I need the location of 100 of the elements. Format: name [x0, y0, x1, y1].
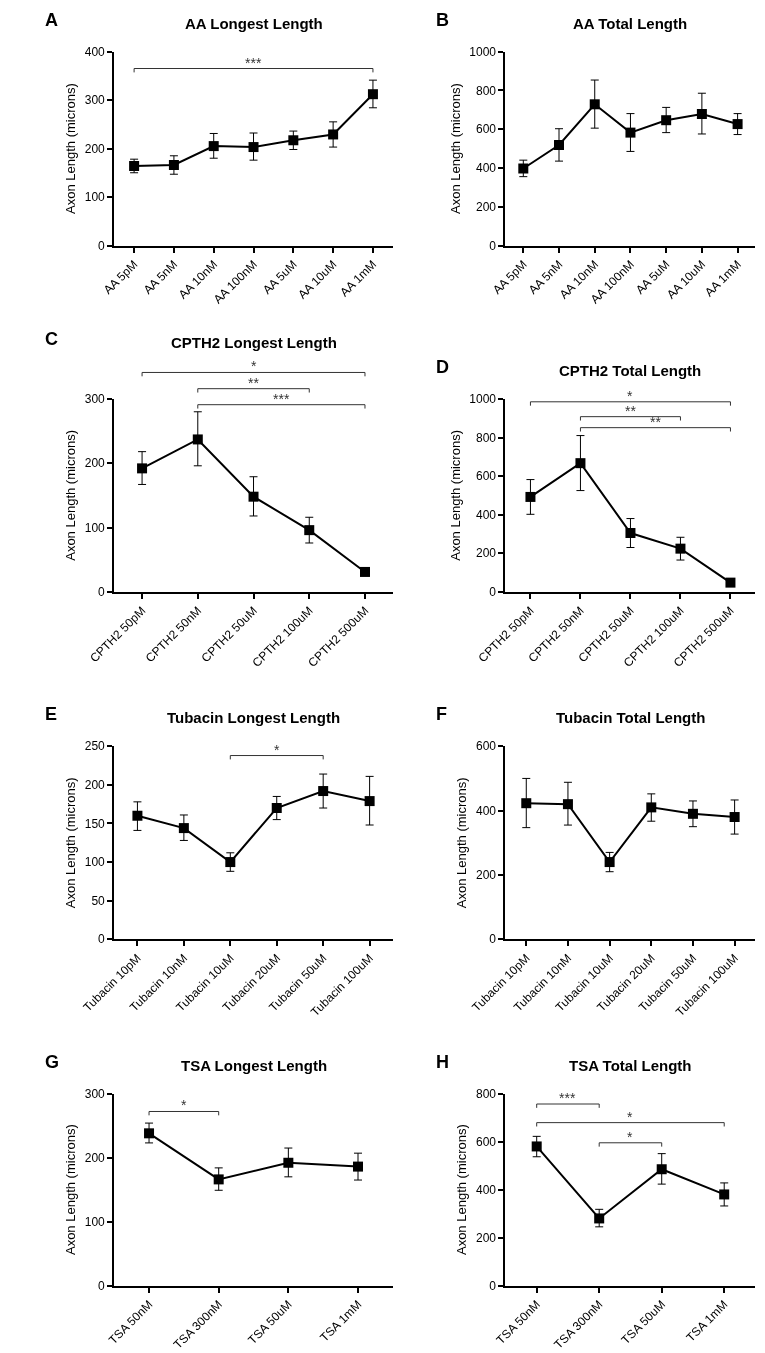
- point: [248, 142, 259, 153]
- y-tick-label: 600: [476, 1134, 497, 1149]
- point: [168, 160, 179, 170]
- y-tick-label: 400: [84, 44, 106, 59]
- y-tick-label: 0: [489, 1278, 497, 1293]
- y-axis-title: Axon Length (microns): [454, 777, 470, 909]
- y-tick-label: 250: [84, 739, 106, 754]
- point: [271, 803, 282, 814]
- text: H: [436, 1052, 449, 1072]
- y-tick-label: 0: [98, 932, 106, 947]
- chart-title: CPTH2 Longest Length: [171, 334, 337, 351]
- chart-title: TSA Longest Length: [181, 1057, 328, 1074]
- y-tick-label: 400: [476, 803, 497, 818]
- point: [725, 577, 736, 588]
- y-tick-label: 400: [476, 161, 497, 176]
- y-tick-label: 300: [84, 1086, 106, 1101]
- y-tick-label: 50: [91, 893, 106, 908]
- point: [525, 491, 536, 502]
- annotation: *: [181, 1097, 187, 1113]
- y-tick-label: 150: [84, 816, 106, 831]
- point: [178, 823, 189, 834]
- chart-title: CPTH2 Total Length: [559, 362, 702, 379]
- y-tick-label: 600: [476, 122, 497, 137]
- annotation: *: [274, 742, 280, 758]
- y-tick-label: 800: [476, 1086, 497, 1101]
- y-tick-label: 0: [98, 1278, 106, 1293]
- point: [594, 1213, 605, 1224]
- point: [575, 458, 586, 469]
- point: [675, 543, 686, 554]
- point: [729, 812, 740, 823]
- y-tick-label: 200: [84, 456, 106, 471]
- point: [288, 135, 299, 146]
- point: [554, 140, 565, 151]
- y-tick-label: 0: [98, 238, 106, 253]
- text: B: [436, 10, 449, 30]
- annotation: **: [650, 414, 662, 430]
- point: [656, 1164, 667, 1175]
- point: [625, 127, 636, 138]
- point: [562, 799, 573, 810]
- point: [625, 528, 636, 539]
- text: C: [45, 329, 58, 349]
- text: F: [436, 704, 447, 724]
- point: [364, 796, 375, 807]
- y-tick-label: 100: [84, 855, 106, 870]
- y-tick-label: 200: [476, 546, 497, 561]
- point: [304, 525, 315, 536]
- y-tick-label: 200: [476, 199, 497, 214]
- point: [521, 798, 532, 809]
- y-tick-label: 300: [84, 93, 106, 108]
- y-tick-label: 400: [476, 1182, 497, 1197]
- y-axis-title: Axon Length (microns): [63, 83, 79, 214]
- y-tick-label: 0: [489, 238, 497, 253]
- point: [687, 808, 698, 819]
- y-tick-label: 600: [476, 469, 497, 484]
- chart-title: TSA Total Length: [569, 1057, 692, 1074]
- text: G: [45, 1052, 60, 1072]
- point: [732, 119, 743, 130]
- y-tick-label: 0: [489, 585, 497, 600]
- y-tick-label: 0: [98, 585, 106, 600]
- point: [646, 802, 657, 813]
- y-tick-label: 1000: [469, 44, 497, 59]
- point: [589, 99, 600, 110]
- y-tick-label: 800: [476, 83, 497, 98]
- annotation: *: [627, 1109, 633, 1125]
- y-tick-label: 100: [84, 190, 106, 205]
- point: [137, 463, 148, 474]
- point: [531, 1141, 542, 1152]
- y-axis-title: Axon Length (microns): [447, 83, 463, 214]
- point: [318, 786, 329, 797]
- point: [328, 129, 339, 140]
- annotation: ***: [245, 55, 262, 71]
- text: *: [251, 358, 257, 374]
- point: [132, 810, 143, 821]
- point: [604, 857, 615, 868]
- y-axis-title: Axon Length (microns): [447, 430, 463, 561]
- y-tick-label: 100: [84, 1214, 106, 1229]
- annotation: ***: [559, 1090, 576, 1106]
- text: D: [436, 357, 449, 377]
- point: [248, 491, 259, 502]
- y-tick-label: 100: [84, 520, 106, 535]
- y-axis-title: Axon Length (microns): [63, 1124, 79, 1256]
- point: [353, 1161, 364, 1172]
- point: [661, 115, 672, 126]
- chart-title: Tubacin Total Length: [556, 709, 706, 726]
- text: E: [45, 704, 58, 724]
- y-tick-label: 0: [489, 932, 497, 947]
- y-tick-label: 800: [476, 430, 497, 445]
- annotation: *: [627, 1129, 633, 1145]
- y-tick-label: 200: [476, 1230, 497, 1245]
- text: **: [248, 375, 260, 391]
- y-axis-title: Axon Length (microns): [63, 777, 79, 909]
- point: [213, 1174, 224, 1185]
- point: [518, 163, 529, 174]
- y-tick-label: 200: [84, 141, 106, 156]
- y-tick-label: 200: [84, 1150, 106, 1165]
- point: [144, 1128, 155, 1139]
- chart-title: AA Longest Length: [185, 15, 323, 32]
- y-tick-label: 1000: [469, 392, 497, 407]
- y-tick-label: 400: [476, 507, 497, 522]
- point: [696, 108, 707, 119]
